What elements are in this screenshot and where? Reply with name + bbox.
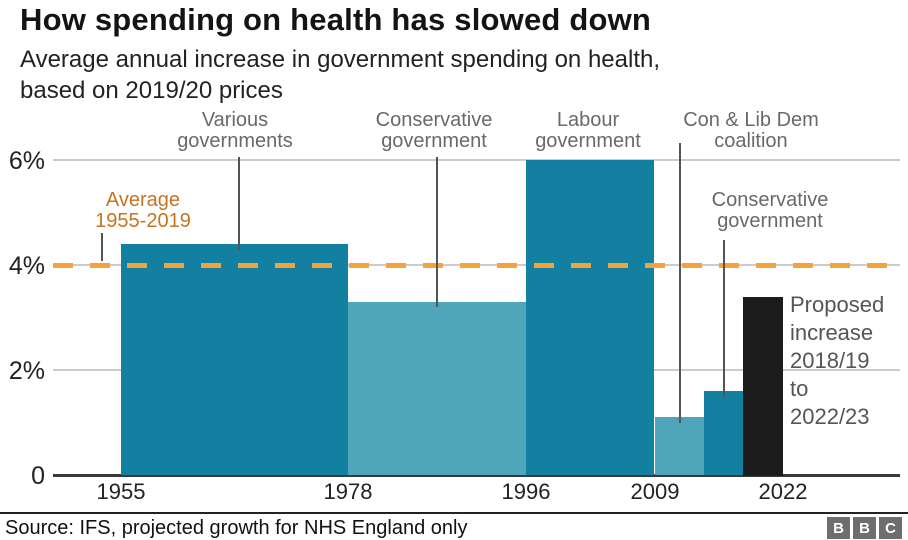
bbc-logo-block: B	[853, 517, 876, 539]
annotation-labour-government: Labour government	[478, 110, 698, 152]
average-dashed-line	[53, 263, 900, 268]
annotation-line: government	[381, 130, 487, 152]
annotation-line: governments	[177, 130, 293, 152]
annotation-line: Con & Lib Dem	[683, 109, 819, 131]
y-tick-label: 6%	[8, 147, 45, 175]
pointer-line-conservative-2	[723, 240, 725, 397]
annotation-line: Labour	[556, 109, 620, 131]
source-attribution: Source: IFS, projected growth for NHS En…	[5, 517, 468, 539]
annotation-coalition: Con & Lib Dem coalition	[641, 110, 861, 152]
proposed-increase-note: Proposed increase 2018/19 to 2022/23	[790, 292, 885, 429]
y-tick-label: 0	[31, 462, 45, 490]
annotation-average-label: Average 1955-2019	[33, 190, 253, 232]
x-tick-label: 1955	[96, 479, 146, 504]
annotation-line: Conservative	[375, 109, 493, 131]
pointer-line-various	[238, 157, 240, 250]
annotation-line: 1955-2019	[95, 210, 191, 232]
annotation-conservative-government-2: Conservative government	[660, 190, 880, 232]
annotation-line: coalition	[714, 130, 788, 152]
annotation-various-governments: Various governments	[125, 110, 345, 152]
y-tick-label: 4%	[8, 252, 45, 280]
annotation-line: government	[717, 210, 823, 232]
x-tick-label: 1996	[501, 479, 551, 504]
page-subtitle: Average annual increase in government sp…	[20, 46, 661, 104]
pointer-line-coalition	[679, 143, 681, 423]
annotation-line: Average	[105, 189, 181, 211]
x-tick-label: 1978	[323, 479, 373, 504]
annotation-line: government	[535, 130, 641, 152]
bbc-logo-block: C	[879, 517, 902, 539]
bar-2014-2018	[704, 391, 744, 475]
bar-1955-1978	[121, 244, 348, 475]
footer-divider	[0, 512, 908, 514]
x-tick-label: 2022	[758, 479, 808, 504]
bar-2009-2014	[655, 417, 704, 475]
bar-1996-2009	[526, 160, 654, 475]
gridline-6pct	[53, 159, 900, 161]
pointer-line-conservative-1	[436, 157, 438, 307]
annotation-line: Conservative	[711, 189, 829, 211]
pointer-line-average	[101, 233, 103, 261]
annotation-conservative-government-1: Conservative government	[324, 110, 544, 152]
x-tick-label: 2009	[630, 479, 680, 504]
bar-2018-2022	[743, 297, 783, 476]
x-axis-baseline	[53, 474, 900, 477]
page-title: How spending on health has slowed down	[20, 2, 652, 37]
y-tick-label: 2%	[8, 357, 45, 385]
bbc-logo-block: B	[827, 517, 850, 539]
bar-1978-1996	[348, 302, 526, 475]
bbc-logo: B B C	[827, 517, 902, 539]
annotation-line: Various	[201, 109, 269, 131]
